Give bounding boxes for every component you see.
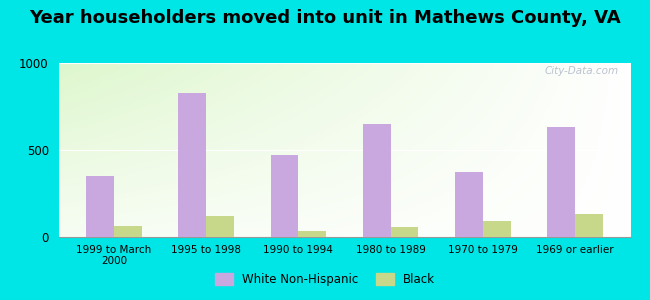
Bar [206, 216, 234, 237]
Bar [298, 231, 326, 237]
Bar [455, 172, 483, 237]
Bar [86, 176, 114, 237]
Text: City-Data.com: City-Data.com [545, 67, 619, 76]
Bar [114, 226, 142, 237]
Legend: White Non-Hispanic, Black: White Non-Hispanic, Black [210, 268, 440, 291]
Text: Year householders moved into unit in Mathews County, VA: Year householders moved into unit in Mat… [29, 9, 621, 27]
Bar [270, 155, 298, 237]
Bar [547, 128, 575, 237]
Bar [179, 93, 206, 237]
Bar [363, 124, 391, 237]
Bar [575, 214, 603, 237]
Bar [483, 221, 510, 237]
Bar [391, 227, 419, 237]
